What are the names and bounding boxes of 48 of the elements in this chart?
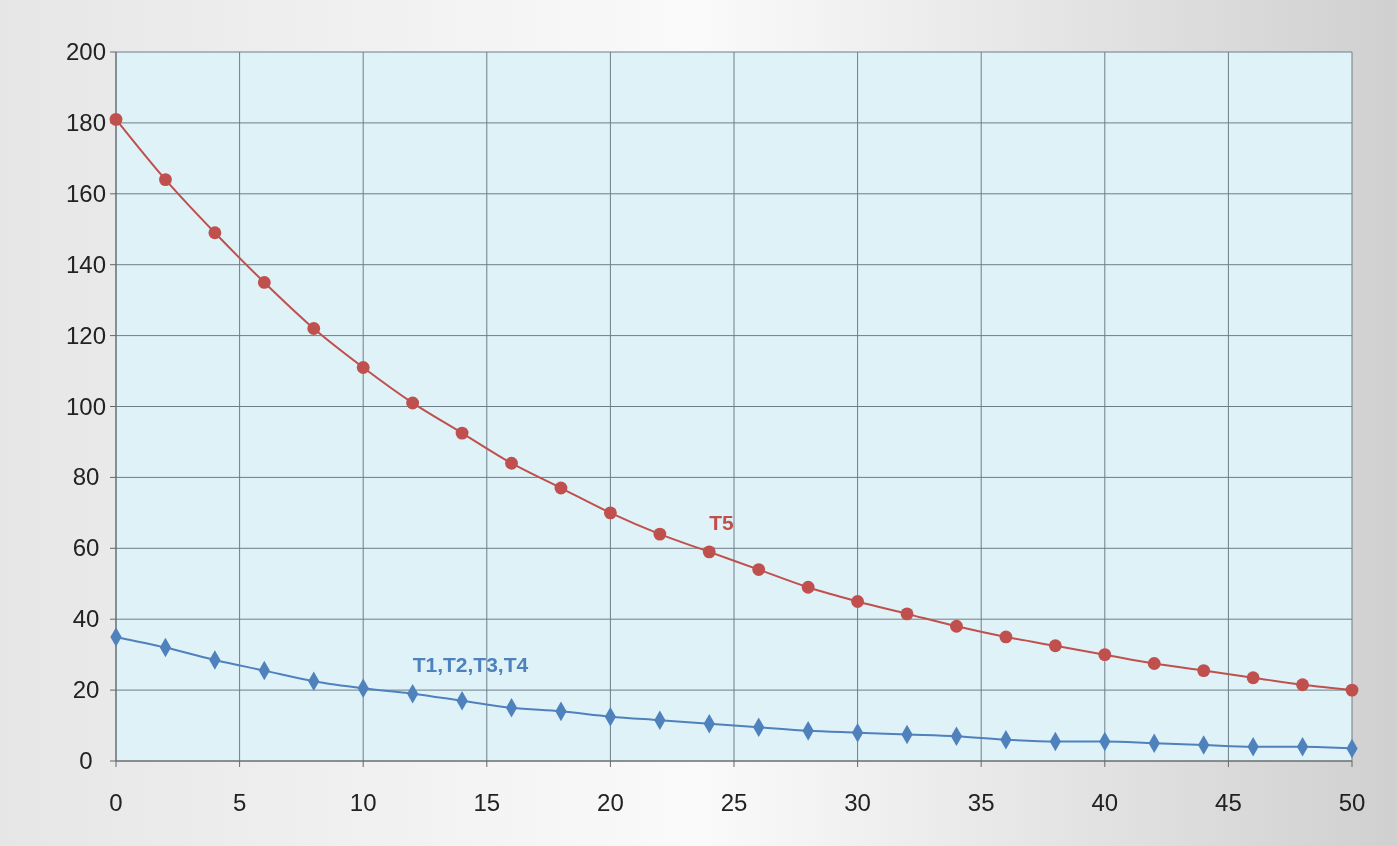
point [109,112,123,126]
y-tick-label: 40 [72,605,100,633]
point [505,456,518,470]
point [999,630,1013,644]
y-tick-label: 120 [65,321,107,349]
x-tick-label: 15 [473,789,501,816]
y-tick-label: 0 [79,747,93,774]
point [900,607,914,621]
point [257,276,271,289]
point [307,322,321,335]
x-tick-label: 25 [720,789,748,816]
y-tick-label: 60 [72,534,100,562]
series-label: T5 [709,510,735,534]
y-tick-label: 200 [65,38,107,65]
point [702,545,716,559]
x-tick-label: 45 [1215,789,1242,816]
point [603,506,617,520]
y-tick-label: 80 [72,463,100,491]
point [950,619,963,633]
x-tick-label: 50 [1338,789,1366,816]
point [1098,648,1112,662]
point [455,426,469,440]
point [1197,664,1211,678]
point [406,396,420,410]
x-tick-label: 20 [597,789,624,816]
point [1246,671,1260,685]
point [653,527,667,541]
y-tick-label: 180 [65,108,107,136]
point [801,580,815,594]
y-tick-label: 20 [72,676,100,704]
point [851,595,865,608]
point [554,481,568,495]
point [1147,657,1161,670]
point [159,173,172,187]
x-tick-label: 35 [967,789,995,816]
point [356,361,370,374]
x-tick-label: 30 [844,789,871,816]
point [752,563,766,576]
x-tick-label: 40 [1091,789,1119,816]
y-tick-label: 160 [65,179,107,207]
point [1296,678,1309,692]
x-tick-label: 5 [232,789,247,816]
y-tick-label: 140 [65,250,107,278]
y-tick-label: 100 [65,392,107,420]
point [1048,639,1062,653]
point [1345,683,1359,697]
x-tick-label: 10 [349,789,377,816]
point [208,226,222,240]
